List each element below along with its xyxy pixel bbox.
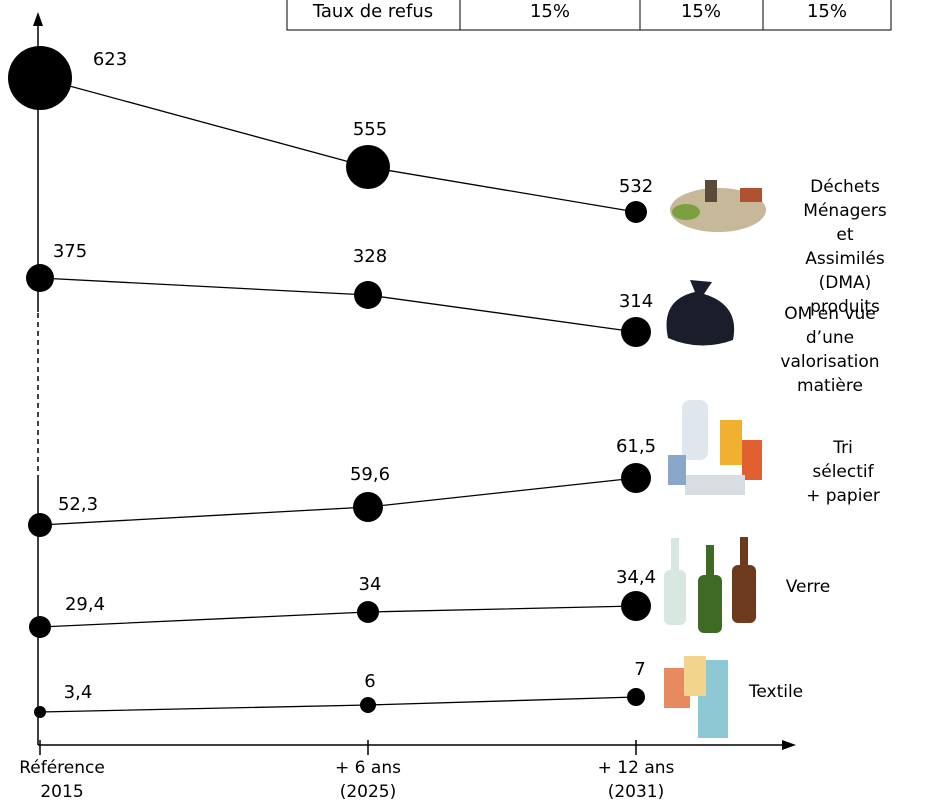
bubble <box>621 317 651 347</box>
value-label: 61,5 <box>616 436 656 457</box>
bubble <box>28 513 52 537</box>
icon-bottles <box>664 537 756 633</box>
axis-arrow <box>782 740 796 750</box>
bubble <box>354 281 382 309</box>
series-line <box>39 277 637 333</box>
icon-clothes <box>664 656 728 738</box>
icon-recycling <box>668 400 762 495</box>
table-cell: 15% <box>681 1 721 22</box>
series-line <box>39 696 637 713</box>
bubble <box>26 264 54 292</box>
value-label: 623 <box>93 49 127 70</box>
x-tick-label: Référence 2015 <box>19 758 105 802</box>
value-label: 6 <box>364 671 375 692</box>
bubble <box>8 46 72 110</box>
bubble <box>353 492 383 522</box>
bubble <box>34 706 46 718</box>
bubble <box>621 591 651 621</box>
series-name: Verre <box>785 577 831 597</box>
bubble <box>621 463 651 493</box>
series-line <box>39 477 637 526</box>
value-label: 52,3 <box>58 494 98 515</box>
series-name: Textile <box>748 682 804 702</box>
bubble <box>29 616 51 638</box>
icon-waste <box>670 180 766 232</box>
bubble <box>360 697 376 713</box>
x-tick-label: + 12 ans (2031) <box>597 758 675 802</box>
series-name: OM en vue d’une valorisation matière <box>780 304 880 396</box>
bubble <box>357 601 379 623</box>
value-label: 532 <box>619 176 653 197</box>
axis-arrow <box>33 12 43 26</box>
table-cell: 15% <box>530 1 570 22</box>
icon-bag <box>666 280 735 346</box>
bubble <box>346 145 390 189</box>
value-label: 34 <box>359 574 382 595</box>
value-label: 375 <box>53 241 87 262</box>
table-border <box>286 0 892 31</box>
bubble <box>627 688 645 706</box>
value-label: 555 <box>353 119 387 140</box>
series-name: Tri sélectif + papier <box>806 438 880 506</box>
table-label: Taux de refus <box>312 1 433 22</box>
series-line <box>39 605 637 628</box>
value-label: 7 <box>634 659 645 680</box>
value-label: 328 <box>353 246 387 267</box>
value-label: 29,4 <box>65 594 105 615</box>
series-line <box>39 77 637 213</box>
table-cell: 15% <box>807 1 847 22</box>
value-label: 3,4 <box>64 682 93 703</box>
value-label: 314 <box>619 291 653 312</box>
series-name: Déchets Ménagers et Assimilés (DMA) prod… <box>803 177 887 317</box>
x-tick-label: + 6 ans (2025) <box>335 758 401 802</box>
bubble <box>625 201 647 223</box>
value-label: 59,6 <box>350 464 390 485</box>
value-label: 34,4 <box>616 567 656 588</box>
